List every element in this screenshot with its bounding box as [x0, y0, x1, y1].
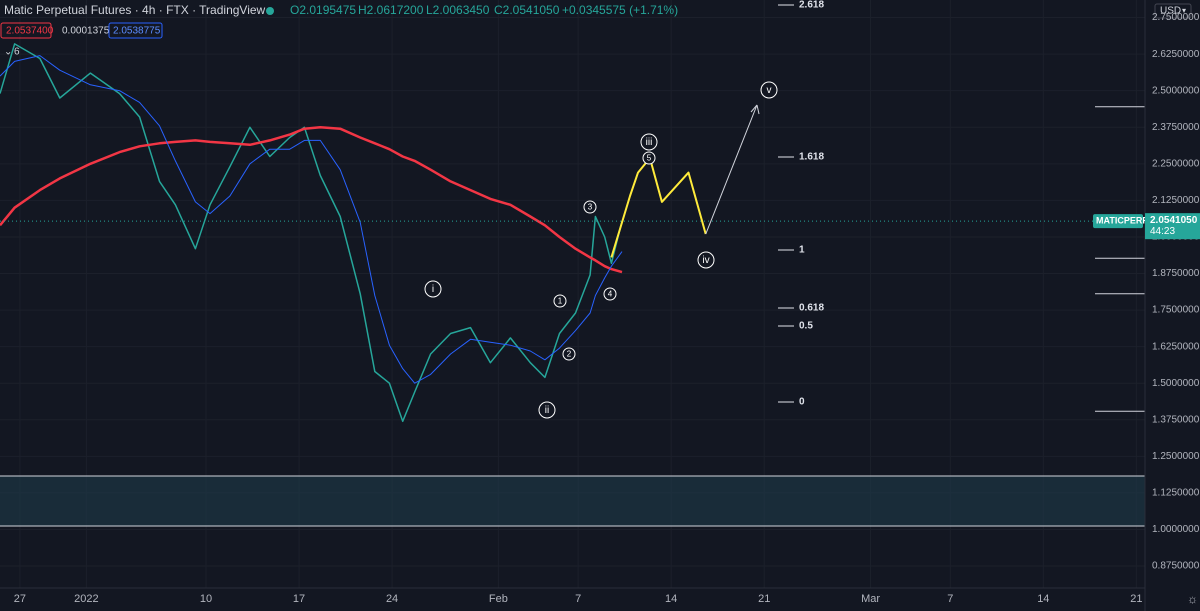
wave-label: 4 [608, 290, 613, 299]
ohlc-value: O2.0195475 [290, 3, 356, 17]
x-tick-label: 21 [758, 593, 770, 605]
currency[interactable]: USD [1160, 6, 1181, 17]
fib-label: 1 [799, 245, 805, 256]
wave-label: 5 [647, 154, 652, 163]
collapse-count[interactable]: 6 [14, 47, 20, 58]
indicator-box [108, 22, 163, 39]
collapse-arrow[interactable]: ⌄ [4, 47, 12, 58]
x-tick-label: 14 [665, 593, 677, 605]
currency-button[interactable] [1154, 3, 1192, 19]
indicator-box [0, 22, 52, 39]
indicator-value: 0.0001375 [62, 26, 110, 37]
x-tick-label: Feb [489, 593, 508, 605]
indicator-value: 2.0538775 [113, 26, 161, 37]
x-tick-label: 10 [200, 593, 212, 605]
y-tick-label: 2.3750000 [1152, 122, 1200, 133]
y-tick-label: 2.6250000 [1152, 49, 1200, 60]
ohlc-value: +0.0345575 (+1.71%) [562, 3, 678, 17]
wave-label: iv [702, 255, 709, 266]
chart-title: Matic Perpetual Futures · 4h · FTX · Tra… [4, 3, 266, 17]
zone [0, 475, 1145, 526]
y-tick-label: 2.1250000 [1152, 195, 1200, 206]
wave-label: iii [646, 137, 653, 148]
fib-label: 0.618 [799, 303, 824, 314]
status-dot [266, 7, 274, 15]
y-tick-label: 1.1250000 [1152, 488, 1200, 499]
x-tick-label: 14 [1037, 593, 1049, 605]
wave-circle [583, 200, 597, 214]
y-tick-label: 2.7500000 [1152, 12, 1200, 23]
y-tick-label: 1.6250000 [1152, 341, 1200, 352]
x-tick-label: 27 [14, 593, 26, 605]
wave-label: 3 [588, 203, 593, 212]
wave-circle [640, 133, 658, 151]
x-tick-label: 7 [575, 593, 581, 605]
series-line [0, 43, 623, 423]
fib-label: 0 [799, 397, 805, 408]
price-tag-countdown: 44:23 [1150, 226, 1175, 237]
y-tick-label: 2.2500000 [1152, 158, 1200, 169]
x-tick-label: Mar [861, 593, 880, 605]
projection-arrow [705, 104, 758, 235]
y-tick-label: 0.8750000 [1152, 561, 1200, 572]
ohlc-value: L2.0063450 [426, 3, 490, 17]
fib-label: 1.618 [799, 152, 824, 163]
wave-circle [603, 287, 617, 301]
x-tick-label: 17 [293, 593, 305, 605]
wave-circle [642, 151, 656, 165]
x-tick-label: 2022 [74, 593, 98, 605]
wave-label: ii [545, 405, 549, 416]
y-tick-label: 1.0000000 [1152, 524, 1200, 535]
y-tick-label: 1.8750000 [1152, 268, 1200, 279]
series-line [0, 55, 623, 384]
ohlc-value: C2.0541050 [494, 3, 560, 17]
y-tick-label: 1.2500000 [1152, 451, 1200, 462]
y-tick-label: 2.5000000 [1152, 85, 1200, 96]
x-tick-label: 24 [386, 593, 398, 605]
price-tag-value: 2.0541050 [1150, 215, 1198, 226]
wave-circle [562, 347, 576, 361]
wave-circle [697, 251, 715, 269]
wave-label: 2 [567, 350, 572, 359]
ohlc-value: H2.0617200 [358, 3, 424, 17]
arrow-head [750, 104, 760, 115]
fib-label: 2.618 [799, 0, 824, 11]
indicator-value: 2.0537400 [6, 26, 54, 37]
x-tick-label: 21 [1130, 593, 1142, 605]
y-tick-label: 1.7500000 [1152, 305, 1200, 316]
symbol-label: MATICPERP [1096, 216, 1148, 226]
wave-circle [424, 280, 442, 298]
price-tag [1145, 213, 1200, 240]
wave-label: v [767, 85, 772, 96]
currency-arrow[interactable]: ▾ [1182, 6, 1186, 15]
symbol-tag [1093, 214, 1143, 229]
y-tick-label: 1.3750000 [1152, 414, 1200, 425]
fib-label: 0.5 [799, 321, 813, 332]
x-tick-label: 7 [947, 593, 953, 605]
wave-circle [538, 401, 556, 419]
wave-label: i [432, 284, 434, 295]
y-tick-label: 1.5000000 [1152, 378, 1200, 389]
wave-circle [553, 294, 567, 308]
settings-icon[interactable]: ☼ [1187, 592, 1198, 606]
series-line [0, 126, 623, 274]
wave-label: 1 [558, 297, 563, 306]
wave-circle [760, 81, 778, 99]
